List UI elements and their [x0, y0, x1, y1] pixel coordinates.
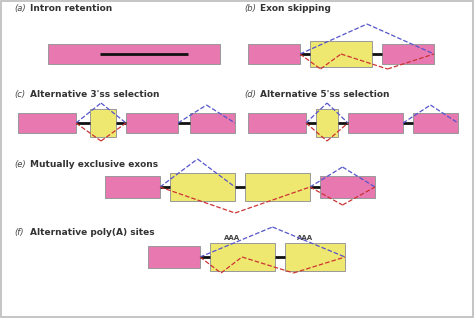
Text: Intron retention: Intron retention — [30, 4, 112, 13]
FancyBboxPatch shape — [148, 246, 200, 268]
Text: AAA: AAA — [224, 235, 240, 241]
Text: Mutually exclusive exons: Mutually exclusive exons — [30, 160, 158, 169]
FancyBboxPatch shape — [105, 176, 160, 198]
FancyBboxPatch shape — [126, 113, 178, 133]
Text: (a): (a) — [14, 4, 26, 13]
Text: (d): (d) — [244, 90, 256, 99]
FancyBboxPatch shape — [210, 243, 275, 271]
Text: (b): (b) — [244, 4, 256, 13]
FancyBboxPatch shape — [245, 173, 310, 201]
FancyBboxPatch shape — [248, 113, 306, 133]
FancyBboxPatch shape — [18, 113, 76, 133]
FancyBboxPatch shape — [90, 109, 116, 137]
FancyBboxPatch shape — [348, 113, 403, 133]
FancyBboxPatch shape — [190, 113, 235, 133]
FancyBboxPatch shape — [285, 243, 345, 271]
FancyBboxPatch shape — [320, 176, 375, 198]
Text: AAA: AAA — [297, 235, 313, 241]
Text: (f): (f) — [14, 228, 24, 237]
Text: Alternative 5'ss selection: Alternative 5'ss selection — [260, 90, 390, 99]
FancyBboxPatch shape — [413, 113, 458, 133]
FancyBboxPatch shape — [310, 41, 372, 67]
FancyBboxPatch shape — [48, 44, 220, 64]
FancyBboxPatch shape — [316, 109, 338, 137]
Text: Alternative poly(A) sites: Alternative poly(A) sites — [30, 228, 155, 237]
FancyBboxPatch shape — [170, 173, 235, 201]
FancyBboxPatch shape — [382, 44, 434, 64]
Text: (c): (c) — [14, 90, 25, 99]
Text: Exon skipping: Exon skipping — [260, 4, 331, 13]
FancyBboxPatch shape — [248, 44, 300, 64]
Text: Alternative 3'ss selection: Alternative 3'ss selection — [30, 90, 159, 99]
Text: (e): (e) — [14, 160, 26, 169]
